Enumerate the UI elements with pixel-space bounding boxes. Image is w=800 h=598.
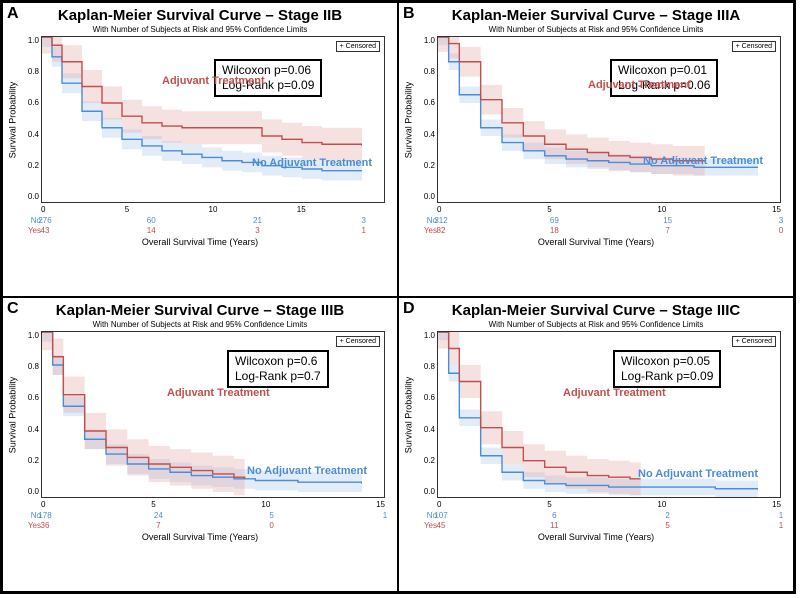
panel-title: Kaplan-Meier Survival Curve – Stage IIIB xyxy=(3,302,397,319)
no-adjuvant-label: No Adjuvant Treatment xyxy=(247,465,367,477)
panel-b: B Kaplan-Meier Survival Curve – Stage II… xyxy=(398,2,794,297)
panel-title: Kaplan-Meier Survival Curve – Stage IIIC xyxy=(399,302,793,319)
x-ticks: 051015 xyxy=(41,205,385,214)
stats-box: Wilcoxon p=0.01Log-Rank p=0.06 xyxy=(610,59,718,97)
adjuvant-label: Adjuvant Treatment xyxy=(162,75,265,87)
panel-subtitle: With Number of Subjects at Risk and 95% … xyxy=(3,320,397,329)
risk-values: 1782451 xyxy=(45,511,385,521)
risk-table: No 107621 Yes 451151 xyxy=(417,511,781,531)
no-adjuvant-label: No Adjuvant Treatment xyxy=(638,468,758,480)
risk-values: 3670 xyxy=(45,521,385,531)
panel-letter: A xyxy=(7,5,19,23)
panel-letter: B xyxy=(403,5,415,23)
km-figure-grid: A Kaplan-Meier Survival Curve – Stage II… xyxy=(0,0,796,594)
panel-a: A Kaplan-Meier Survival Curve – Stage II… xyxy=(2,2,398,297)
panel-c: C Kaplan-Meier Survival Curve – Stage II… xyxy=(2,297,398,592)
plot-area: + Censored Wilcoxon p=0.01Log-Rank p=0.0… xyxy=(437,36,781,203)
y-ticks: 1.00.80.60.40.20.0 xyxy=(417,36,437,201)
panel-subtitle: With Number of Subjects at Risk and 95% … xyxy=(3,25,397,34)
x-axis-label: Overall Survival Time (Years) xyxy=(399,237,793,247)
censored-legend: + Censored xyxy=(732,336,776,347)
y-axis-label: Survival Probability xyxy=(399,331,417,498)
x-axis-label: Overall Survival Time (Years) xyxy=(3,237,397,247)
adjuvant-label: Adjuvant Treatment xyxy=(563,387,666,399)
x-ticks: 051015 xyxy=(437,205,781,214)
y-ticks: 1.00.80.60.40.20.0 xyxy=(417,331,437,496)
censored-legend: + Censored xyxy=(336,336,380,347)
x-ticks: 051015 xyxy=(41,500,385,509)
adjuvant-label: Adjuvant Treatment xyxy=(167,387,270,399)
risk-values: 31269153 xyxy=(441,216,781,226)
censored-legend: + Censored xyxy=(336,41,380,52)
risk-values: 27660213 xyxy=(45,216,385,226)
panel-title: Kaplan-Meier Survival Curve – Stage IIB xyxy=(3,7,397,24)
panel-subtitle: With Number of Subjects at Risk and 95% … xyxy=(399,320,793,329)
risk-values: 107621 xyxy=(441,511,781,521)
risk-values: 451151 xyxy=(441,521,781,531)
x-axis-label: Overall Survival Time (Years) xyxy=(3,532,397,542)
plot-area: + Censored Wilcoxon p=0.06Log-Rank p=0.0… xyxy=(41,36,385,203)
no-adjuvant-label: No Adjuvant Treatment xyxy=(643,155,763,167)
no-adjuvant-label: No Adjuvant Treatment xyxy=(252,157,372,169)
risk-table: No 31269153 Yes 821870 xyxy=(417,216,781,236)
risk-values: 821870 xyxy=(441,226,781,236)
panel-d: D Kaplan-Meier Survival Curve – Stage II… xyxy=(398,297,794,592)
panel-letter: C xyxy=(7,300,19,318)
censored-legend: + Censored xyxy=(732,41,776,52)
panel-letter: D xyxy=(403,300,415,318)
stats-box: Wilcoxon p=0.6Log-Rank p=0.7 xyxy=(227,350,329,388)
x-axis-label: Overall Survival Time (Years) xyxy=(399,532,793,542)
risk-table: No 27660213 Yes 431431 xyxy=(21,216,385,236)
risk-table: No 1782451 Yes 3670 xyxy=(21,511,385,531)
ci-band-yes xyxy=(42,37,362,162)
panel-subtitle: With Number of Subjects at Risk and 95% … xyxy=(399,25,793,34)
y-ticks: 1.00.80.60.40.20.0 xyxy=(21,36,41,201)
risk-values: 431431 xyxy=(45,226,385,236)
y-axis-label: Survival Probability xyxy=(3,36,21,203)
y-ticks: 1.00.80.60.40.20.0 xyxy=(21,331,41,496)
x-ticks: 051015 xyxy=(437,500,781,509)
panel-title: Kaplan-Meier Survival Curve – Stage IIIA xyxy=(399,7,793,24)
adjuvant-label: Adjuvant Treatment xyxy=(588,79,691,91)
y-axis-label: Survival Probability xyxy=(3,331,21,498)
plot-area: + Censored Wilcoxon p=0.6Log-Rank p=0.7 … xyxy=(41,331,385,498)
plot-area: + Censored Wilcoxon p=0.05Log-Rank p=0.0… xyxy=(437,331,781,498)
stats-box: Wilcoxon p=0.05Log-Rank p=0.09 xyxy=(613,350,721,388)
y-axis-label: Survival Probability xyxy=(399,36,417,203)
